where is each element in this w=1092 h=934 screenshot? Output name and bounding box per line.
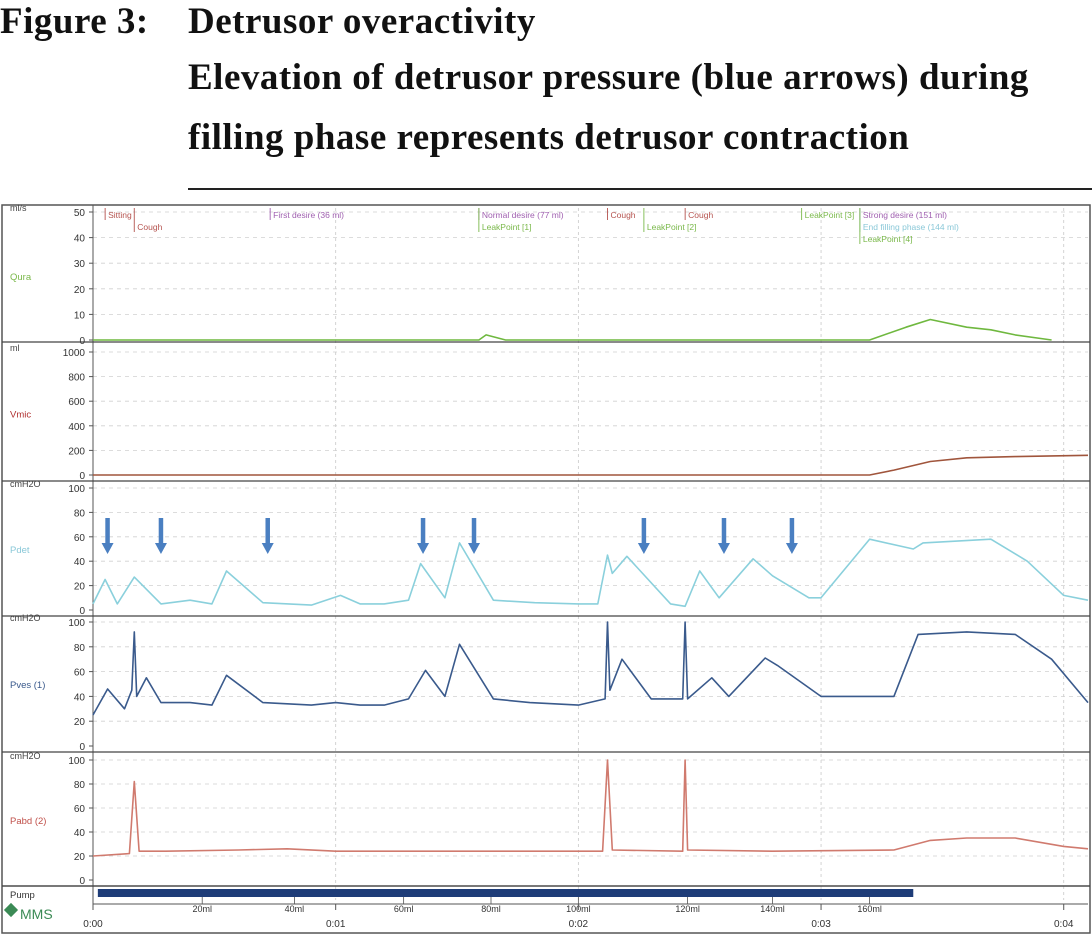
y-tick-label-3-3: 60 (74, 668, 86, 679)
event-label-7: Cough (688, 210, 713, 220)
pump-mark-label-1: 40ml (285, 904, 305, 914)
pump-mark-label-6: 140ml (760, 904, 785, 914)
y-tick-label-0-1: 10 (74, 310, 86, 321)
arrow-head-4 (468, 543, 481, 554)
urodynamic-chart: ml/sQura01020304050mlVmic020040060080010… (1, 203, 1091, 934)
x-tick-label-4: 0:04 (1054, 919, 1074, 930)
y-tick-label-0-4: 40 (74, 234, 86, 245)
events-layer: Sitting Cough First desire (36 ml) Normal d… (104, 208, 959, 244)
y-tick-label-3-0: 0 (79, 742, 85, 753)
channel-name-1: Vmic (10, 410, 31, 421)
arrow-head-3 (417, 543, 430, 554)
y-tick-label-4-5: 100 (68, 756, 85, 767)
y-tick-label-1-0: 0 (79, 471, 85, 482)
y-tick-label-3-4: 80 (74, 643, 86, 654)
event-label-3: Normal desire (77 ml) (482, 210, 564, 220)
y-tick-label-3-2: 40 (74, 692, 86, 703)
channel-unit-2: cmH2O (10, 479, 41, 489)
y-tick-label-1-4: 800 (68, 373, 85, 384)
y-tick-label-0-2: 20 (74, 285, 86, 296)
channel-name-2: Pdet (10, 545, 30, 556)
logo-text: MMS (20, 906, 53, 922)
x-tick-label-1: 0:01 (326, 919, 346, 930)
y-tick-label-0-0: 0 (79, 336, 85, 347)
y-tick-label-1-3: 600 (68, 397, 85, 408)
caption-line-3: filling phase represents detrusor contra… (188, 117, 910, 158)
event-label-2: First desire (36 ml) (273, 210, 344, 220)
y-tick-label-2-2: 40 (74, 557, 86, 568)
event-label-6: LeakPoint [2] (647, 222, 697, 232)
event-label-1: Cough (137, 222, 162, 232)
series-line-2 (92, 538, 1089, 608)
logo: MMS (3, 902, 53, 922)
event-label-9: Strong desire (151 ml) (863, 210, 947, 220)
channel-unit-0: ml/s (10, 203, 27, 213)
series-line-3 (92, 621, 1089, 716)
y-tick-label-1-5: 1000 (63, 348, 86, 359)
caption-rule (188, 188, 1092, 190)
channel-name-4: Pabd (2) (10, 816, 46, 827)
x-tick-label-0: 0:00 (83, 919, 103, 930)
x-tick-label-3: 0:03 (811, 919, 831, 930)
y-tick-label-4-0: 0 (79, 876, 85, 887)
pump-mark-label-3: 80ml (481, 904, 501, 914)
event-label-11: LeakPoint [4] (863, 234, 913, 244)
arrow-head-1 (154, 543, 167, 554)
pump-mark-label-2: 60ml (394, 904, 414, 914)
y-tick-label-4-2: 40 (74, 828, 86, 839)
event-label-4: LeakPoint [1] (482, 222, 532, 232)
event-label-10: End filling phase (144 ml) (863, 222, 959, 232)
caption-line-2: Elevation of detrusor pressure (blue arr… (188, 57, 1029, 98)
y-tick-label-2-0: 0 (79, 606, 85, 617)
x-tick-label-2: 0:02 (569, 919, 589, 930)
event-label-5: Cough (610, 210, 635, 220)
y-tick-label-2-3: 60 (74, 533, 86, 544)
arrow-head-2 (261, 543, 274, 554)
series-line-4 (92, 759, 1089, 857)
pump-mark-label-0: 20ml (192, 904, 212, 914)
y-tick-label-2-1: 20 (74, 582, 86, 593)
figure-number: Figure 3: (0, 1, 149, 42)
arrow-head-0 (101, 543, 114, 554)
y-tick-label-2-5: 100 (68, 484, 85, 495)
figure-title: Detrusor overactivity (188, 1, 536, 42)
event-label-0: Sitting (108, 210, 132, 220)
y-tick-label-0-3: 30 (74, 259, 86, 270)
channel-unit-4: cmH2O (10, 751, 41, 761)
y-tick-label-3-1: 20 (74, 717, 86, 728)
series-line-1 (93, 454, 1089, 476)
y-tick-label-1-1: 200 (68, 446, 85, 457)
arrow-head-5 (637, 543, 650, 554)
logo-mark (3, 902, 19, 918)
channel-unit-3: cmH2O (10, 613, 41, 623)
figure-caption: Figure 3: Detrusor overactivity Elevatio… (0, 0, 1092, 200)
y-tick-label-1-2: 400 (68, 422, 85, 433)
arrow-head-7 (785, 543, 798, 554)
y-tick-label-0-5: 50 (74, 208, 86, 219)
series-layer (92, 318, 1089, 857)
y-tick-label-2-4: 80 (74, 508, 86, 519)
x-axis-layer: 0:00 0:01 0:02 0:03 0:04 MMS (3, 902, 1088, 930)
y-tick-label-3-5: 100 (68, 618, 85, 629)
channel-unit-1: ml (10, 343, 20, 353)
arrow-head-6 (717, 543, 730, 554)
pump-bar (97, 889, 914, 897)
y-tick-label-4-1: 20 (74, 852, 86, 863)
channel-name-3: Pves (1) (10, 680, 45, 691)
grid-layer (92, 208, 1088, 900)
y-tick-label-4-3: 60 (74, 804, 86, 815)
arrows-layer (101, 518, 798, 554)
pump-mark-label-5: 120ml (675, 904, 700, 914)
pump-label: Pump (10, 890, 35, 901)
event-label-8: LeakPoint [3] (805, 210, 855, 220)
channel-name-0: Qura (10, 272, 32, 283)
series-line-0 (93, 318, 1052, 341)
pump-mark-label-7: 160ml (857, 904, 882, 914)
y-tick-label-4-4: 80 (74, 780, 86, 791)
